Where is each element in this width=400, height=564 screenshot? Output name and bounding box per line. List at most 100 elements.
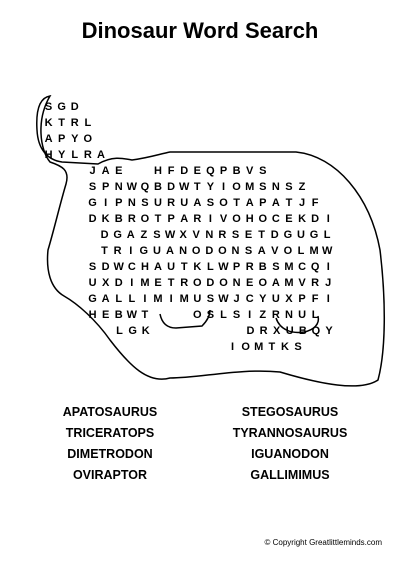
grid-letter: Q xyxy=(310,261,320,273)
grid-letter: R xyxy=(70,117,79,129)
grid-letter: E xyxy=(154,277,162,289)
grid-letter xyxy=(138,164,151,178)
grid-letter: N xyxy=(231,245,240,257)
grid-letter: Q xyxy=(140,181,150,193)
grid-letter: A xyxy=(166,245,174,257)
grid-letter: L xyxy=(115,293,123,305)
grid-letter: S xyxy=(272,261,280,273)
grid-letter: H xyxy=(88,309,97,321)
dinosaur-leg-outline xyxy=(159,309,211,329)
grid-letter: E xyxy=(244,229,253,241)
grid-letter: B xyxy=(114,213,123,225)
grid-letter: E xyxy=(193,165,201,177)
word-list-right: STEGOSAURUS TYRANNOSAURUS IGUANODON GALL… xyxy=(215,405,365,482)
grid-letter: B xyxy=(114,309,123,321)
grid-letter: I xyxy=(208,213,212,225)
grid-letter: T xyxy=(154,213,162,225)
grid-letter: X xyxy=(273,325,281,337)
grid-letter: M xyxy=(153,293,163,305)
grid-letter: S xyxy=(231,229,240,241)
grid-letter: O xyxy=(241,341,250,353)
grid-letter: T xyxy=(101,245,108,257)
grid-letter: J xyxy=(298,197,306,209)
grid-letter: T xyxy=(167,277,175,289)
grid-letter: X xyxy=(285,293,293,305)
grid-letter: O xyxy=(258,213,268,225)
grid-letter: U xyxy=(154,197,162,209)
grid-letter: U xyxy=(271,293,280,305)
grid-letter: R xyxy=(127,213,136,225)
grid-letter: W xyxy=(113,261,124,273)
grid-letter: M xyxy=(179,293,189,305)
grid-letter: I xyxy=(326,293,330,305)
word-item: TRICERATOPS xyxy=(65,426,155,440)
grid-letter: G xyxy=(57,101,66,113)
grid-letter: D xyxy=(180,165,189,177)
grid-letter: G xyxy=(283,229,293,241)
grid-letter: B xyxy=(298,325,307,337)
grid-letter: W xyxy=(126,309,138,321)
grid-letter: T xyxy=(141,309,149,321)
grid-letter: Y xyxy=(325,325,333,337)
grid-letter: D xyxy=(270,229,279,241)
grid-letter: D xyxy=(205,245,214,257)
grid-letter: L xyxy=(297,245,305,257)
grid-letter xyxy=(192,324,205,338)
grid-letter: X xyxy=(179,229,187,241)
grid-letter: D xyxy=(101,261,110,273)
grid-letter: L xyxy=(84,117,92,129)
grid-letter: L xyxy=(220,309,227,321)
grid-letter: B xyxy=(154,181,162,193)
page-title: Dinosaur Word Search xyxy=(81,18,319,43)
grid-letter xyxy=(178,308,191,322)
grid-letter: Y xyxy=(57,149,66,161)
copyright-text: © Copyright Greatlittleminds.com xyxy=(264,538,383,547)
grid-letter: S xyxy=(244,245,253,257)
grid-letter: M xyxy=(284,277,294,289)
grid-letter: I xyxy=(326,261,330,273)
grid-letter: J xyxy=(325,277,332,289)
grid-letter: N xyxy=(271,181,280,193)
word-item: IGUANODON xyxy=(251,447,329,461)
grid-letter: R xyxy=(271,309,280,321)
word-list: APATOSAURUS TRICERATOPS DIMETRODON OVIRA… xyxy=(0,405,400,482)
grid-letter: D xyxy=(70,101,79,113)
grid-letter: G xyxy=(113,229,122,241)
grid-letter: U xyxy=(152,245,161,257)
dinosaur-leg-outline xyxy=(275,315,320,334)
word-item: OVIRAPTOR xyxy=(72,468,148,482)
grid-letter: Y xyxy=(259,293,267,305)
grid-letter: W xyxy=(218,293,229,305)
grid-letter xyxy=(205,324,218,338)
grid-letter: G xyxy=(88,197,97,209)
grid-letter: O xyxy=(83,133,93,145)
grid-letter: D xyxy=(167,181,176,193)
grid-letter: A xyxy=(44,133,53,145)
grid-letter: A xyxy=(126,229,135,241)
grid-letter: R xyxy=(245,261,254,273)
grid-letter: K xyxy=(101,213,110,225)
grid-letter: T xyxy=(268,341,276,353)
word-item: TYRANNOSAURUS xyxy=(232,426,348,440)
grid-letter: C xyxy=(271,213,280,225)
grid-letter: P xyxy=(298,293,306,305)
grid-letter: A xyxy=(180,213,189,225)
grid-letter: P xyxy=(167,213,175,225)
grid-letter: I xyxy=(248,309,252,321)
grid-letter: R xyxy=(311,277,320,289)
grid-letter: X xyxy=(101,277,110,289)
grid-letter: A xyxy=(154,261,162,273)
grid-letter xyxy=(218,324,231,338)
grid-letter: I xyxy=(129,245,133,257)
grid-letter: S xyxy=(232,309,241,321)
grid-letter: H xyxy=(245,213,254,225)
grid-letter: P xyxy=(115,197,123,209)
grid-letter: N xyxy=(284,309,293,321)
grid-letter: L xyxy=(207,261,214,273)
